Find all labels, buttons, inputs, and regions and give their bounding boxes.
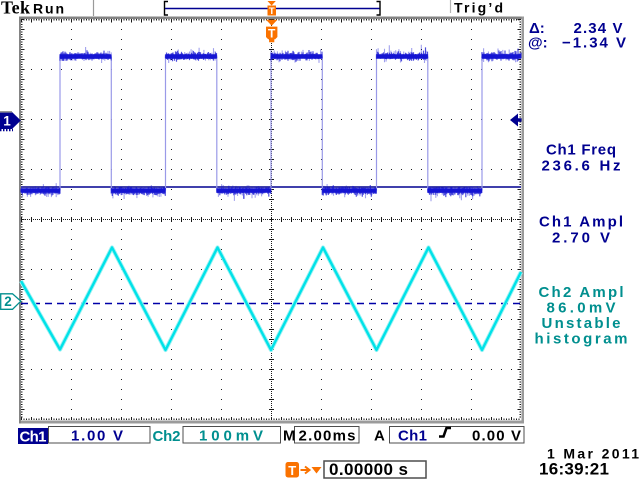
svg-text:Δ:: Δ: [529,20,545,37]
svg-text:Ch1: Ch1 [20,429,47,446]
svg-text:Ch1 Ampl: Ch1 Ampl [539,214,623,231]
svg-text:Ch2: Ch2 [153,428,181,445]
svg-text:M: M [283,428,296,445]
svg-text:T: T [288,463,296,478]
svg-text:Run: Run [33,1,64,17]
svg-text:Trig’d: Trig’d [454,0,503,16]
svg-text:Tek: Tek [1,0,30,18]
svg-text:0.00 V: 0.00 V [472,428,521,445]
svg-text:1: 1 [3,114,11,129]
svg-text:1.00 V: 1.00 V [71,428,123,445]
svg-text:100mV: 100mV [199,428,263,445]
svg-text:A: A [374,428,385,445]
svg-text:2: 2 [4,294,12,309]
svg-text:−1.34 V: −1.34 V [562,34,626,51]
svg-text:2.00ms: 2.00ms [299,428,356,445]
svg-text:Ch2 Ampl: Ch2 Ampl [539,284,624,301]
svg-text:2.70 V: 2.70 V [552,230,610,247]
svg-text:16:39:21: 16:39:21 [539,460,609,479]
svg-text:@:: @: [528,34,548,51]
svg-text:2.34 V: 2.34 V [574,20,623,37]
svg-text:236.6 Hz: 236.6 Hz [542,158,621,175]
svg-text:T: T [269,6,275,17]
svg-text:0.00000 s: 0.00000 s [329,460,408,479]
svg-text:Ch1: Ch1 [398,428,427,445]
svg-text:T: T [268,26,276,40]
svg-text:Ch1 Freq: Ch1 Freq [546,142,616,159]
svg-text:86.0mV: 86.0mV [547,300,616,317]
svg-text:Unstable: Unstable [542,315,621,332]
